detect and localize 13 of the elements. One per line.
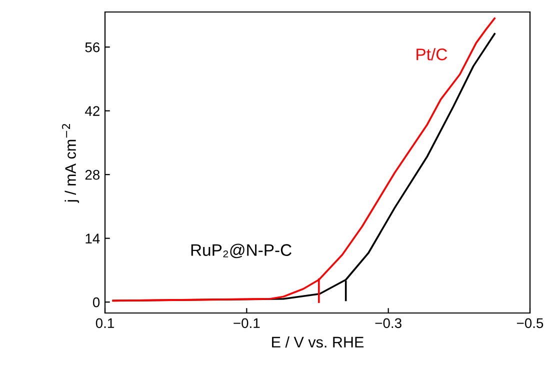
x-axis-title: E / V vs. RHE [272,336,364,348]
y-tick-label: 56 [85,42,100,52]
text: RuP₂@N-P-C [191,244,292,258]
y-tick-label: 0 [92,297,100,308]
y-tick-label: 14 [86,234,100,244]
y-tick-label: 28 [85,170,100,180]
x-tick-label: −0.1 [234,318,260,328]
x-tick-label: −0.5 [516,318,544,328]
y-tick-label: 42 [85,106,100,116]
series-label: Pt/C [416,48,448,60]
x-tick-label: −0.3 [375,318,402,328]
y-axis-title: j / mA cm$^{−2}$ [62,124,79,203]
x-tick-label: 0.1 [96,318,114,328]
